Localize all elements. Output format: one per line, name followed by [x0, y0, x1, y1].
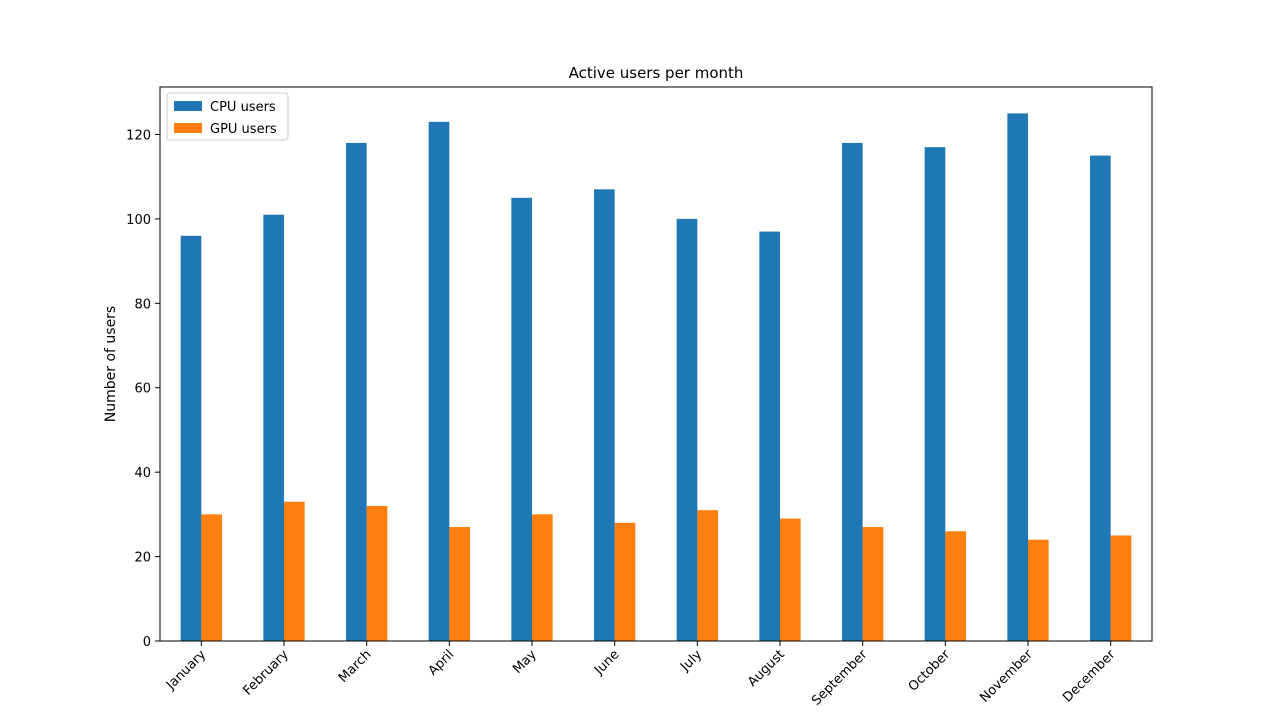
y-tick-label: 0	[143, 635, 151, 650]
bar-cpu-users-june	[594, 189, 615, 642]
x-tick-label: January	[163, 647, 209, 693]
bar-cpu-users-march	[346, 142, 367, 641]
y-tick-label: 120	[126, 128, 151, 143]
bar-cpu-users-july	[676, 218, 698, 641]
bar-gpu-users-may	[532, 514, 553, 641]
bars-layer	[180, 113, 1132, 642]
legend-label-1: CPU users	[210, 100, 276, 115]
x-tick-label: March	[336, 647, 375, 686]
bar-cpu-users-april	[428, 121, 450, 641]
bar-cpu-users-august	[759, 231, 780, 641]
bar-gpu-users-february	[284, 501, 305, 641]
bar-cpu-users-september	[842, 142, 863, 641]
bar-cpu-users-january	[180, 235, 202, 642]
x-tick-label: December	[1060, 647, 1119, 706]
x-tick-label: November	[977, 647, 1036, 706]
x-tick-label: February	[240, 647, 292, 699]
bar-gpu-users-july	[697, 510, 718, 641]
bar-gpu-users-march	[366, 505, 388, 641]
bar-gpu-users-november	[1028, 539, 1049, 641]
bar-gpu-users-april	[449, 527, 470, 641]
chart-title: Active users per month	[569, 64, 744, 82]
legend-swatch-1	[174, 101, 202, 111]
bar-gpu-users-september	[862, 527, 884, 641]
x-tick-label: August	[745, 647, 788, 690]
y-tick-label: 80	[134, 297, 151, 312]
x-tick-label: June	[591, 647, 622, 678]
x-tick-label: July	[677, 647, 705, 675]
x-tick-label: April	[426, 647, 458, 679]
legend-swatch-2	[174, 123, 202, 133]
y-tick-label: 60	[134, 382, 151, 397]
bar-gpu-users-december	[1110, 535, 1132, 641]
bar-cpu-users-december	[1090, 155, 1111, 641]
y-tick-label: 100	[126, 213, 151, 228]
bar-cpu-users-october	[924, 147, 946, 641]
bar-gpu-users-january	[201, 514, 222, 641]
x-tick-label: September	[809, 647, 871, 709]
bar-gpu-users-october	[945, 531, 966, 641]
legend-label-2: GPU users	[210, 122, 277, 137]
x-tick-label: October	[906, 647, 954, 695]
x-tick-label: May	[510, 647, 540, 677]
y-tick-label: 40	[134, 466, 151, 481]
y-tick-label: 20	[134, 551, 151, 566]
bar-cpu-users-november	[1007, 113, 1028, 641]
y-axis-label: Number of users	[103, 306, 119, 422]
bar-cpu-users-february	[263, 214, 284, 641]
legend: CPU users GPU users	[166, 92, 289, 141]
bar-gpu-users-june	[614, 522, 636, 641]
bar-cpu-users-may	[511, 197, 532, 642]
bar-gpu-users-august	[780, 518, 801, 641]
plot-frame	[159, 86, 1153, 642]
